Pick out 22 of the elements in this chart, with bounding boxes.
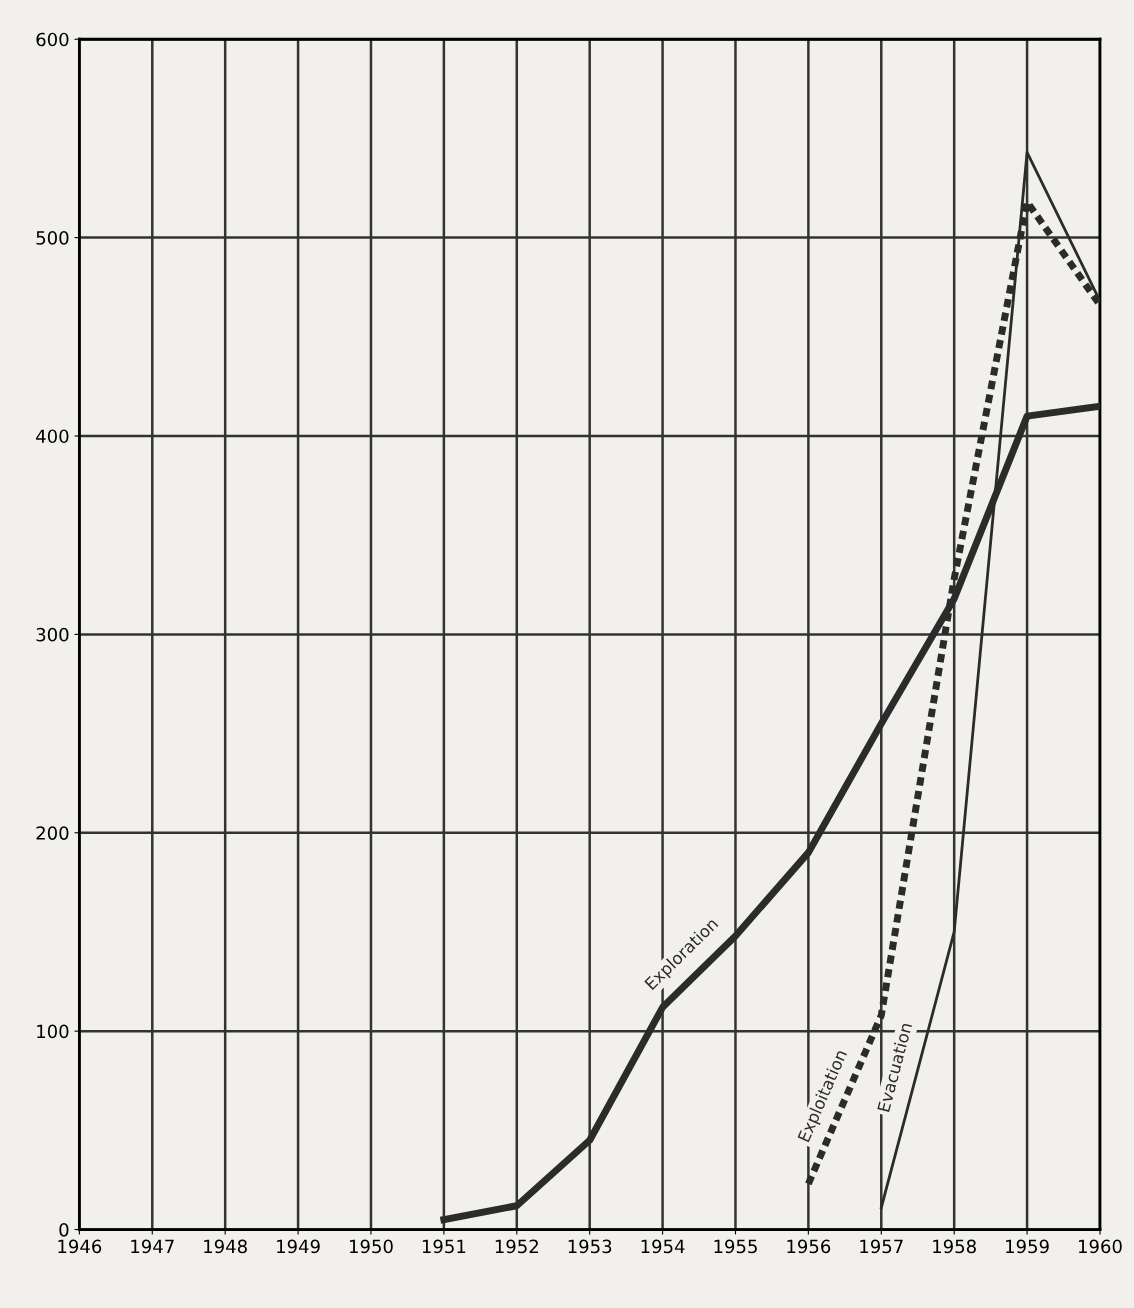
- x-tick-label: 1951: [422, 1239, 466, 1254]
- x-tick-label: 1954: [641, 1239, 685, 1254]
- y-tick-label: 300: [36, 627, 69, 642]
- x-tick-label: 1949: [277, 1239, 320, 1254]
- x-tick-label: 1959: [1006, 1239, 1049, 1254]
- x-tick-label: 1958: [933, 1239, 976, 1254]
- x-tick-label: 1957: [860, 1239, 903, 1254]
- y-tick-label: 600: [36, 32, 69, 47]
- x-tick-label: 1952: [495, 1239, 538, 1254]
- y-tick-label: 500: [36, 231, 69, 245]
- x-tick-label: 1946: [58, 1239, 102, 1254]
- x-tick-label: 1960: [1078, 1239, 1122, 1254]
- x-tick-label: 1955: [714, 1239, 757, 1254]
- y-tick-label: 0: [59, 1222, 69, 1237]
- y-tick-label: 100: [37, 1024, 69, 1039]
- x-tick-label: 1953: [568, 1239, 612, 1254]
- y-tick-label: 200: [36, 826, 69, 840]
- x-tick-label: 1947: [131, 1239, 174, 1254]
- x-tick-label: 1948: [204, 1239, 247, 1254]
- y-tick-label: 400: [36, 429, 69, 444]
- x-tick-label: 1956: [787, 1239, 831, 1254]
- x-tick-label: 1950: [349, 1239, 393, 1254]
